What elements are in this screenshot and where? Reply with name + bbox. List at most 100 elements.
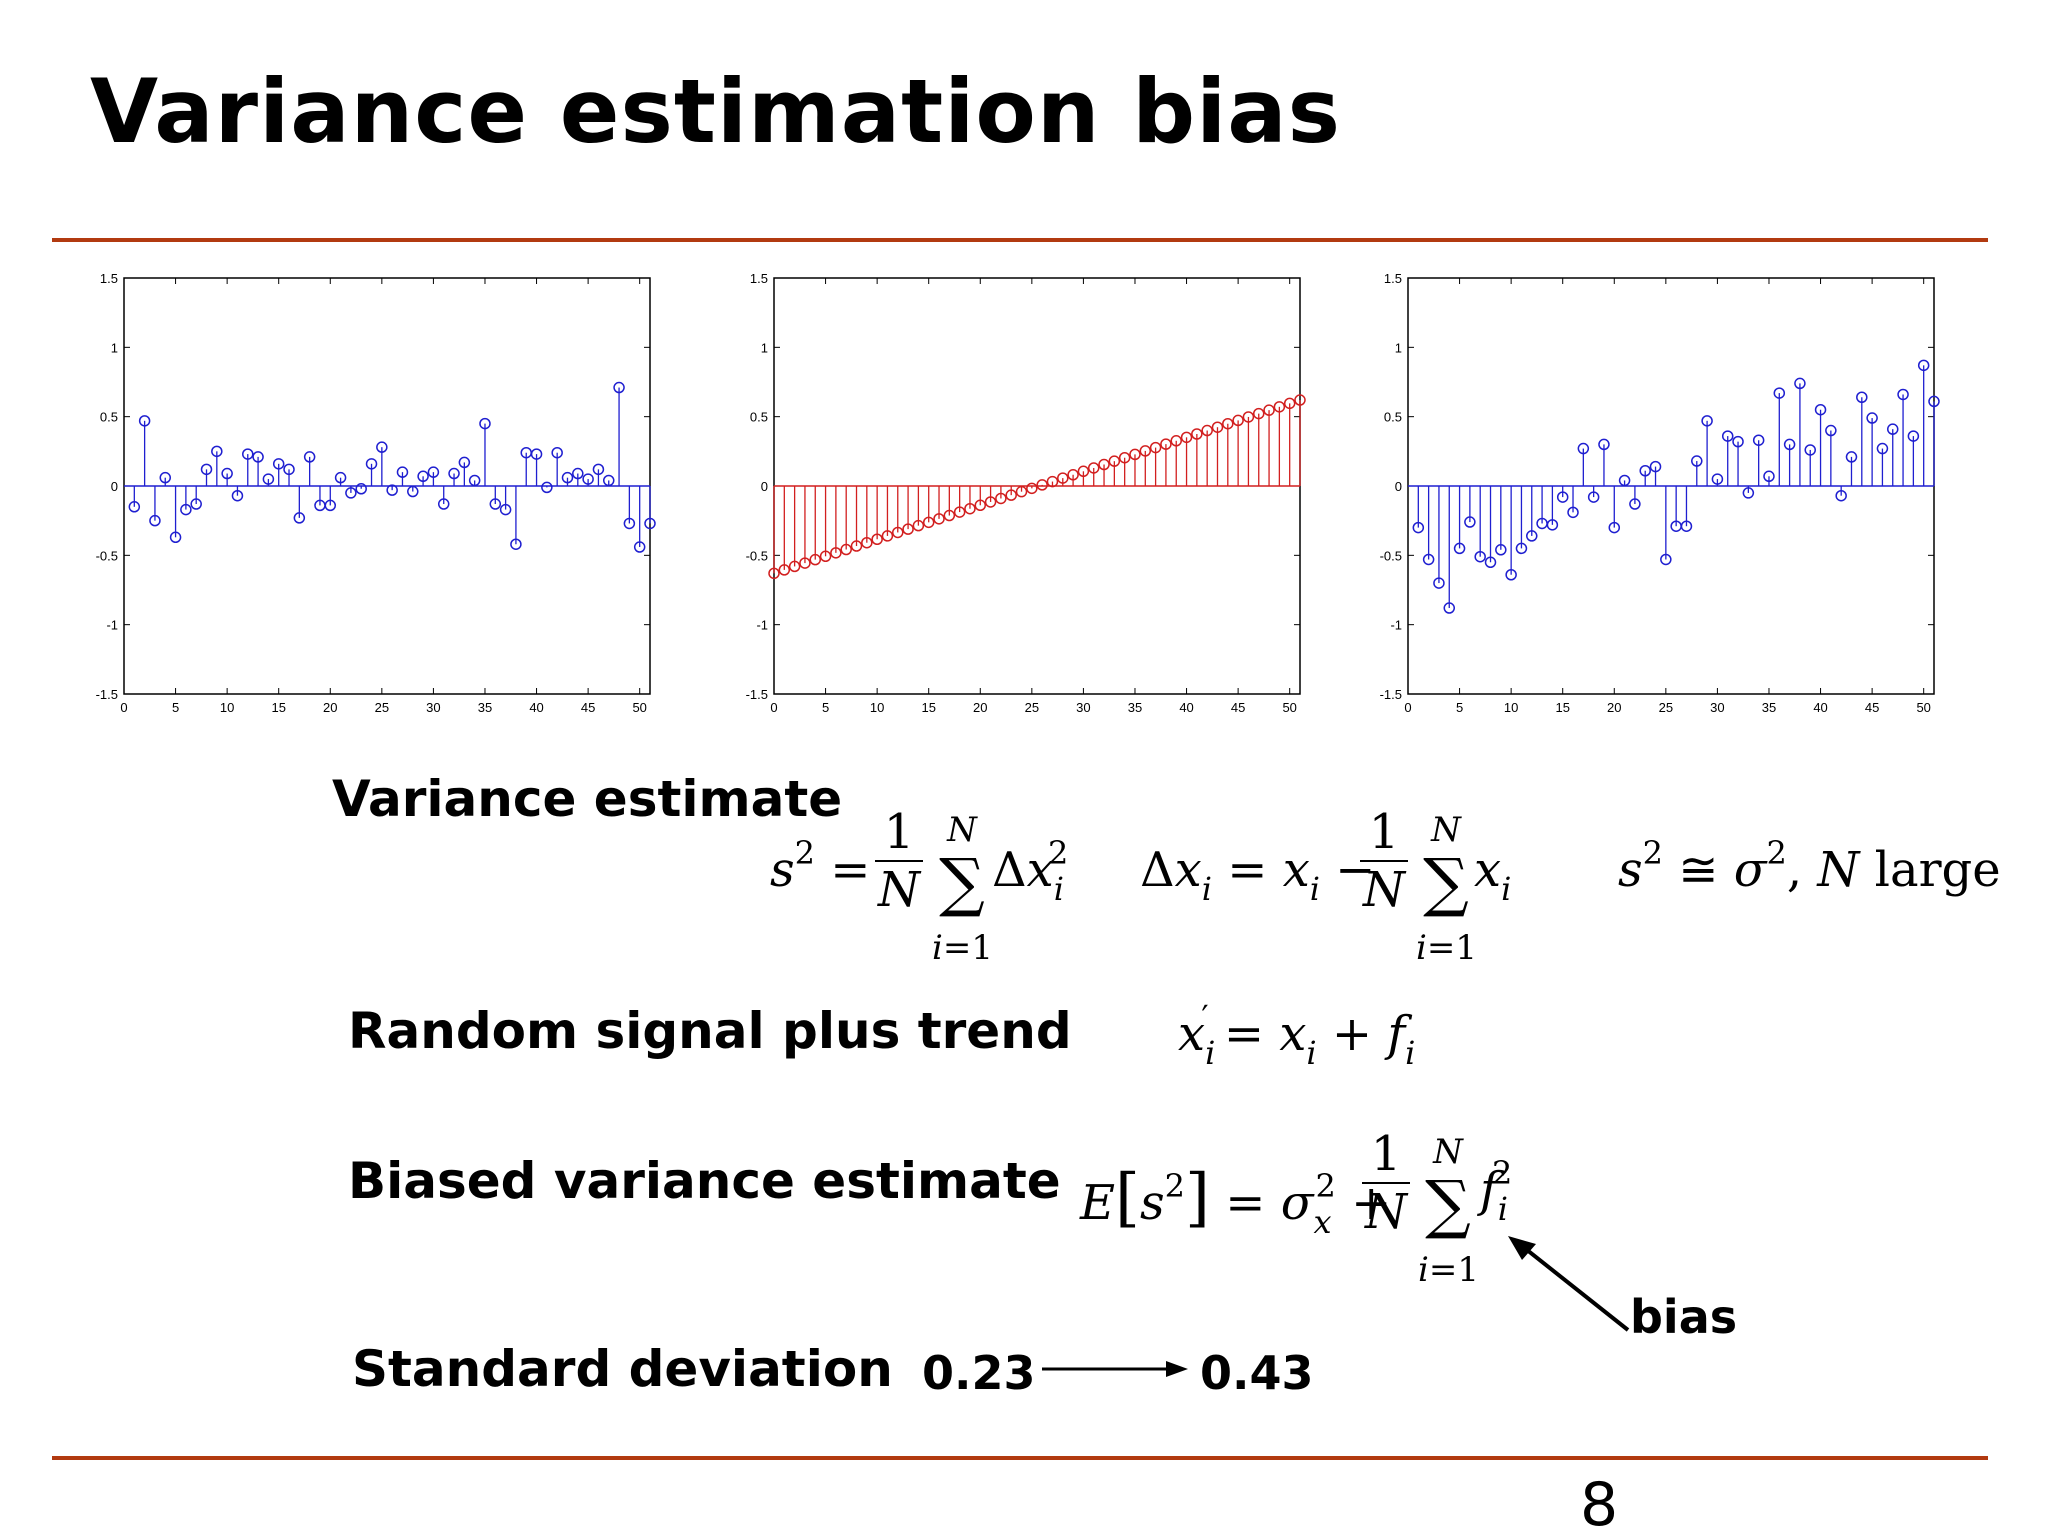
y-tick-label: 0.5 — [100, 410, 118, 425]
x-tick-label: 30 — [1076, 700, 1090, 715]
stem-marker — [221, 467, 233, 480]
top-divider — [52, 238, 1988, 242]
stem-marker — [303, 451, 316, 463]
stem-marker — [1917, 359, 1930, 372]
stem-marker — [922, 516, 935, 529]
stem-marker — [1160, 438, 1172, 450]
stem-marker — [345, 487, 357, 499]
stem-marker — [1067, 469, 1079, 481]
sum-symbol-2: N ∑ i=1 — [1416, 810, 1477, 968]
stem-marker — [1412, 521, 1425, 534]
x-tick-label: 40 — [529, 700, 543, 715]
x-tick-label: 0 — [1404, 700, 1411, 715]
y-tick-label: 0.5 — [750, 410, 768, 425]
stem-marker — [1763, 470, 1775, 483]
stem-marker — [1443, 602, 1456, 614]
x-tick-label: 10 — [220, 700, 234, 715]
stem-marker — [1505, 568, 1517, 581]
stem-marker — [1897, 388, 1909, 401]
stem-marker — [1222, 417, 1234, 430]
variance-estimate-label: Variance estimate — [332, 770, 843, 828]
y-tick-label: 0 — [761, 479, 768, 494]
x-tick-label: 30 — [1710, 700, 1724, 715]
stem-marker — [778, 564, 791, 576]
x-tick-label: 15 — [1555, 700, 1569, 715]
x-tick-label: 25 — [1025, 700, 1039, 715]
stem-marker — [510, 538, 522, 550]
stem-marker — [1232, 414, 1244, 427]
stem-marker — [1108, 455, 1121, 467]
stem-marker — [1180, 431, 1193, 444]
stem-marker — [1015, 485, 1028, 498]
x-tick-label: 35 — [1762, 700, 1776, 715]
stem-marker — [499, 503, 512, 516]
page-number: 8 — [1580, 1470, 1619, 1540]
stem-marker — [1036, 479, 1048, 491]
stem-marker — [1263, 404, 1275, 416]
stem-marker — [1783, 438, 1796, 451]
stem-marker — [231, 489, 244, 502]
stem-marker — [293, 512, 306, 524]
stem-marker — [1546, 519, 1559, 531]
stem-marker — [252, 451, 264, 463]
x-tick-label: 15 — [921, 700, 935, 715]
x-tick-label: 40 — [1813, 700, 1827, 715]
stem-marker — [1856, 391, 1868, 404]
stem-marker — [592, 463, 605, 476]
stem-marker — [561, 471, 574, 484]
stem-marker — [489, 498, 502, 510]
stem-marker — [479, 417, 491, 430]
stem-marker — [324, 499, 337, 512]
stem-marker — [1732, 435, 1744, 448]
stem-marker — [334, 471, 347, 484]
x-tick-label: 5 — [1456, 700, 1463, 715]
f-squared-term: fi2 — [1480, 1154, 1513, 1228]
y-tick-label: -0.5 — [746, 548, 768, 563]
stem-marker — [180, 503, 192, 516]
slide-title: Variance estimation bias — [90, 60, 1342, 163]
stem-marker — [1629, 498, 1641, 510]
stem-marker — [799, 557, 811, 569]
stem-marker — [1598, 438, 1610, 451]
stem-marker — [633, 541, 646, 553]
stem-marker — [190, 498, 202, 510]
variance-equation: s2 = — [770, 834, 871, 898]
x-tick-label: 50 — [1916, 700, 1930, 715]
stem-marker — [582, 473, 594, 485]
stem-marker — [1876, 442, 1889, 455]
stem-marker — [1422, 553, 1435, 566]
stem-marker — [1866, 412, 1878, 424]
x-tick-label: 45 — [581, 700, 595, 715]
stem-marker — [159, 471, 172, 484]
stem-marker — [1907, 430, 1920, 442]
sum-symbol-3: N ∑ i=1 — [1418, 1132, 1479, 1290]
y-tick-label: -0.5 — [96, 548, 118, 563]
stem-marker — [149, 514, 161, 527]
stem-marker — [881, 530, 894, 542]
stem-marker — [1484, 556, 1497, 569]
stem-marker — [892, 526, 904, 539]
stem-marker — [861, 536, 873, 549]
biased-estimate-label: Biased variance estimate — [348, 1152, 1061, 1210]
x-tick-label: 10 — [1504, 700, 1518, 715]
stem-marker — [417, 470, 429, 483]
stem-marker — [365, 458, 378, 470]
stem-marker — [1283, 397, 1296, 410]
stem-marker — [1433, 577, 1445, 589]
stem-marker — [1814, 403, 1827, 416]
stem-marker — [1098, 458, 1110, 471]
stem-marker — [169, 531, 182, 544]
stem-marker — [1273, 401, 1286, 413]
stem-marker — [551, 446, 563, 459]
stem-marker — [1464, 516, 1476, 528]
stem-marker — [830, 547, 842, 559]
stem-marker — [1129, 448, 1141, 461]
stem-marker — [407, 485, 419, 498]
stem-marker — [1639, 464, 1651, 477]
stem-marker — [200, 463, 213, 476]
stem-marker — [1845, 451, 1858, 463]
stem-marker — [541, 481, 553, 494]
stem-marker — [1660, 553, 1672, 566]
x-tick-label: 45 — [1865, 700, 1879, 715]
